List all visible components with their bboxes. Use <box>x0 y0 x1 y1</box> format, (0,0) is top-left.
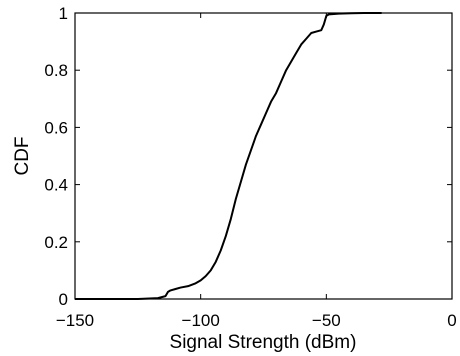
cdf-series-line <box>75 12 382 300</box>
y-tick-label: 0.2 <box>44 233 68 252</box>
y-axis: 0 0.2 0.4 0.6 0.8 1 <box>44 4 452 309</box>
x-axis-title: Signal Strength (dBm) <box>170 332 357 353</box>
y-tick-label: 0 <box>59 290 68 309</box>
plot-area-frame <box>74 12 453 300</box>
y-tick-label: 1 <box>59 4 68 23</box>
y-tick-label: 0.8 <box>44 61 68 80</box>
x-tick-label: −150 <box>56 311 94 330</box>
series-group <box>75 12 382 300</box>
x-tick-label: −50 <box>312 311 341 330</box>
y-tick-label: 0.4 <box>44 176 68 195</box>
y-axis-title: CDF <box>12 136 33 175</box>
x-tick-label: 0 <box>447 311 456 330</box>
y-tick-label: 0.6 <box>44 118 68 137</box>
x-axis: −150 −100 −50 0 <box>56 13 457 330</box>
x-tick-label: −100 <box>182 311 220 330</box>
